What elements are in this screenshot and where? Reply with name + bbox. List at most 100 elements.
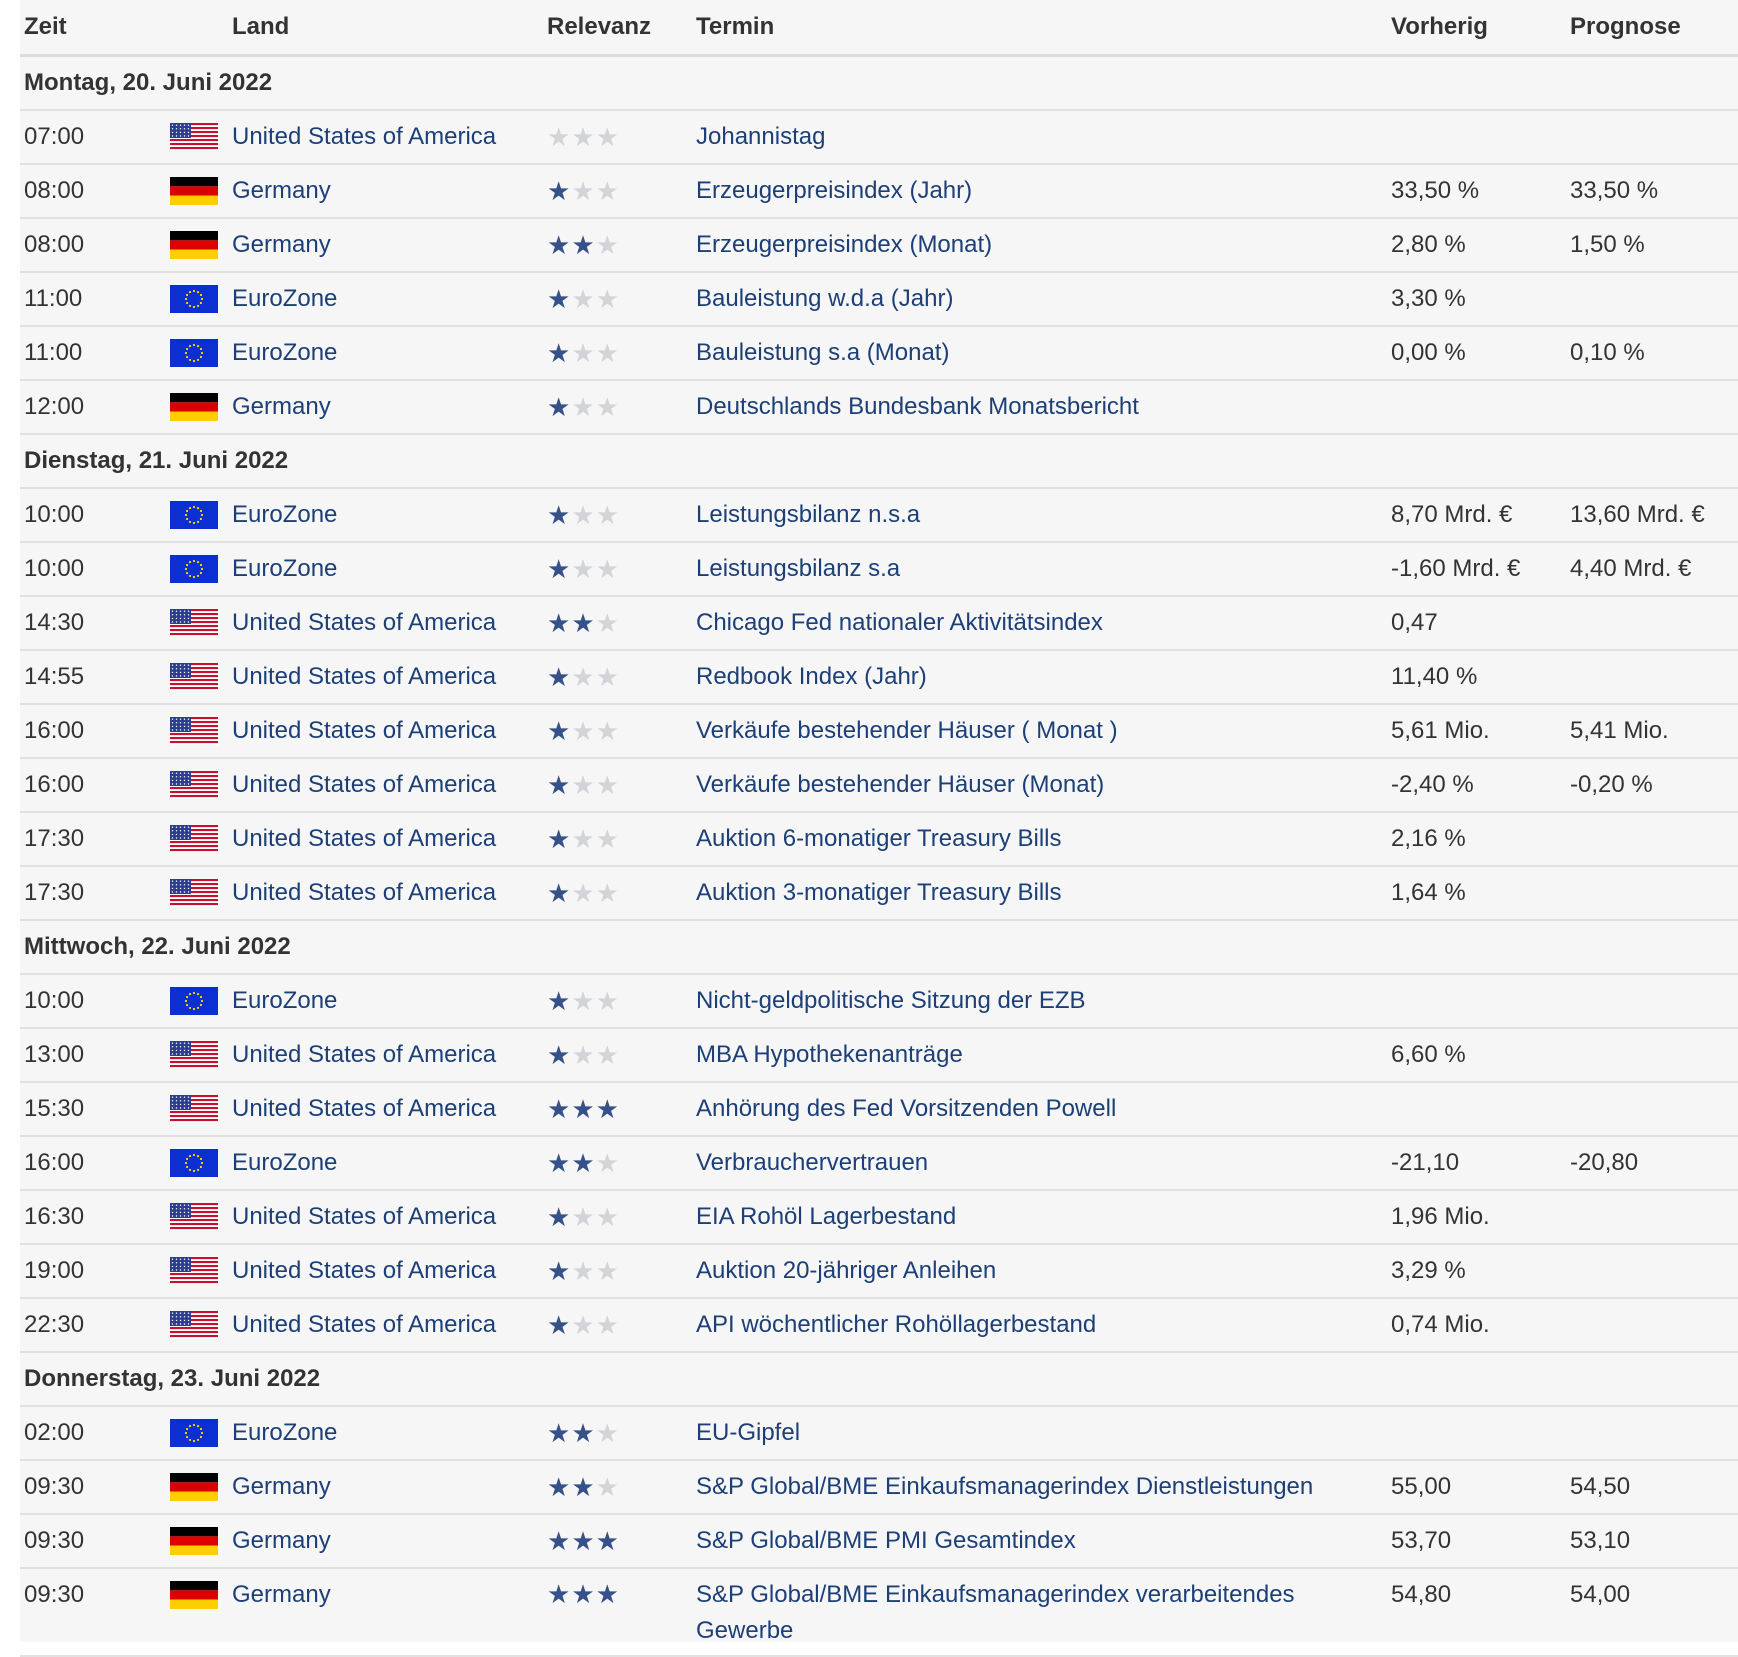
event-country[interactable]: EuroZone: [232, 555, 338, 582]
event-title[interactable]: Auktion 3-monatiger Treasury Bills: [696, 879, 1062, 906]
table-row[interactable]: 09:30 Germany ★ ★ ★ S&P Global/BME PMI Gesamt…: [20, 1515, 1738, 1569]
event-country[interactable]: United States of America: [232, 879, 497, 906]
event-country[interactable]: United States of America: [232, 1311, 497, 1338]
event-country[interactable]: United States of America: [232, 825, 497, 852]
event-title[interactable]: API wöchentlicher Rohöllagerbestand: [696, 1311, 1097, 1338]
event-country[interactable]: EuroZone: [232, 987, 338, 1014]
event-title[interactable]: Chicago Fed nationaler Aktivitätsindex: [696, 609, 1103, 636]
event-title[interactable]: Erzeugerpreisindex (Jahr): [696, 177, 973, 204]
event-previous: -21,10: [1391, 1149, 1460, 1176]
event-country[interactable]: EuroZone: [232, 1149, 338, 1176]
event-title[interactable]: Auktion 6-monatiger Treasury Bills: [696, 825, 1062, 852]
event-country[interactable]: United States of America: [232, 1095, 497, 1122]
event-title[interactable]: Leistungsbilanz n.s.a: [696, 501, 921, 528]
event-title[interactable]: Verkäufe bestehender Häuser ( Monat ): [696, 717, 1118, 744]
table-row[interactable]: 07:00 United States of America ★ ★ ★ Johannis…: [20, 111, 1738, 165]
event-title[interactable]: Verkäufe bestehender Häuser (Monat): [696, 771, 1105, 798]
event-country[interactable]: Germany: [232, 231, 331, 258]
table-row[interactable]: 16:00 EuroZone ★ ★ ★ Verbrauchervertrauen -21,…: [20, 1137, 1738, 1191]
table-row[interactable]: 11:00 EuroZone ★ ★ ★ Bauleistung s.a (Monat) 0…: [20, 327, 1738, 381]
event-country[interactable]: EuroZone: [232, 1419, 338, 1446]
star-icon: ★: [571, 1579, 595, 1609]
event-country[interactable]: EuroZone: [232, 501, 338, 528]
table-row[interactable]: 10:00 EuroZone ★ ★ ★ Leistungsbilanz s.a -1,60…: [20, 543, 1738, 597]
event-title[interactable]: EIA Rohöl Lagerbestand: [696, 1203, 957, 1230]
event-country[interactable]: United States of America: [232, 771, 497, 798]
event-title[interactable]: Erzeugerpreisindex (Monat): [696, 231, 993, 258]
event-title[interactable]: MBA Hypothekenanträge: [696, 1041, 963, 1068]
event-title[interactable]: Johannistag: [696, 123, 826, 150]
table-row[interactable]: 17:30 United States of America ★ ★ ★ Auktion …: [20, 867, 1738, 921]
table-row[interactable]: 12:00 Germany ★ ★ ★ Deutschlands Bundesbank M…: [20, 381, 1738, 435]
header-prognose[interactable]: Prognose: [1570, 13, 1681, 40]
star-icon: ★: [547, 122, 571, 152]
event-title[interactable]: Auktion 20-jähriger Anleihen: [696, 1257, 997, 1284]
event-country[interactable]: United States of America: [232, 123, 497, 150]
star-icon: ★: [547, 230, 571, 260]
event-country[interactable]: United States of America: [232, 1257, 497, 1284]
table-row[interactable]: 10:00 EuroZone ★ ★ ★ Leistungsbilanz n.s.a 8,7…: [20, 489, 1738, 543]
table-row[interactable]: 09:30 Germany ★ ★ ★ S&P Global/BME Einkaufsma…: [20, 1569, 1738, 1657]
table-row[interactable]: 02:00 EuroZone ★ ★ ★ EU-Gipfel: [20, 1407, 1738, 1461]
table-row[interactable]: 16:00 United States of America ★ ★ ★ Verkäufe…: [20, 705, 1738, 759]
event-time: 17:30: [24, 879, 85, 906]
relevance-stars: ★ ★ ★: [547, 340, 619, 366]
event-title[interactable]: Leistungsbilanz s.a: [696, 555, 901, 582]
event-country[interactable]: Germany: [232, 177, 331, 204]
event-title[interactable]: S&P Global/BME PMI Gesamtindex: [696, 1527, 1076, 1554]
table-row[interactable]: 14:55 United States of America ★ ★ ★ Redbook …: [20, 651, 1738, 705]
event-country[interactable]: Germany: [232, 1527, 331, 1554]
event-country[interactable]: Germany: [232, 1581, 331, 1608]
event-time: 16:00: [24, 771, 85, 798]
header-land[interactable]: Land: [232, 13, 290, 40]
event-country[interactable]: United States of America: [232, 663, 497, 690]
table-row[interactable]: 11:00 EuroZone ★ ★ ★ Bauleistung w.d.a (Jahr)…: [20, 273, 1738, 327]
table-row[interactable]: 22:30 United States of America ★ ★ ★ API wöch…: [20, 1299, 1738, 1353]
table-row[interactable]: 08:00 Germany ★ ★ ★ Erzeugerpreisindex (Jahr)…: [20, 165, 1738, 219]
event-country[interactable]: United States of America: [232, 1041, 497, 1068]
economic-calendar: Zeit Land Relevanz Termin Vorherig Progn…: [20, 0, 1738, 1657]
star-icon: ★: [547, 392, 571, 422]
event-country[interactable]: Germany: [232, 1473, 331, 1500]
event-title[interactable]: Deutschlands Bundesbank Monatsbericht: [696, 393, 1139, 420]
event-time: 12:00: [24, 393, 85, 420]
event-forecast: 53,10: [1570, 1527, 1631, 1554]
table-row[interactable]: 16:30 United States of America ★ ★ ★ EIA Rohö…: [20, 1191, 1738, 1245]
star-icon: ★: [595, 1418, 619, 1448]
event-title[interactable]: EU-Gipfel: [696, 1419, 801, 1446]
relevance-stars: ★ ★ ★: [547, 394, 619, 420]
header-vorherig[interactable]: Vorherig: [1391, 13, 1488, 40]
event-title[interactable]: Redbook Index (Jahr): [696, 663, 927, 690]
event-country[interactable]: United States of America: [232, 1203, 497, 1230]
table-row[interactable]: 17:30 United States of America ★ ★ ★ Auktion …: [20, 813, 1738, 867]
event-country[interactable]: Germany: [232, 393, 331, 420]
event-title[interactable]: Nicht-geldpolitische Sitzung der EZB: [696, 987, 1086, 1014]
event-title[interactable]: S&P Global/BME Einkaufsmanagerindex vera…: [696, 1581, 1295, 1644]
event-title[interactable]: Bauleistung w.d.a (Jahr): [696, 285, 954, 312]
table-row[interactable]: 16:00 United States of America ★ ★ ★ Verkäufe…: [20, 759, 1738, 813]
table-row[interactable]: 08:00 Germany ★ ★ ★ Erzeugerpreisindex (Monat…: [20, 219, 1738, 273]
event-country[interactable]: EuroZone: [232, 285, 338, 312]
star-icon: ★: [595, 662, 619, 692]
table-row[interactable]: 13:00 United States of America ★ ★ ★ MBA Hypo…: [20, 1029, 1738, 1083]
event-title[interactable]: Verbrauchervertrauen: [696, 1149, 929, 1176]
table-row[interactable]: 14:30 United States of America ★ ★ ★ Chicago …: [20, 597, 1738, 651]
event-title[interactable]: S&P Global/BME Einkaufsmanagerindex Dien…: [696, 1473, 1314, 1500]
event-time: 09:30: [24, 1527, 85, 1554]
relevance-stars: ★ ★ ★: [547, 1204, 619, 1230]
star-icon: ★: [547, 1418, 571, 1448]
event-relevance: ★ ★ ★: [547, 610, 696, 636]
event-country[interactable]: United States of America: [232, 609, 497, 636]
header-relevanz[interactable]: Relevanz: [547, 13, 652, 40]
event-title[interactable]: Bauleistung s.a (Monat): [696, 339, 950, 366]
table-row[interactable]: 10:00 EuroZone ★ ★ ★ Nicht-geldpolitische Sit…: [20, 975, 1738, 1029]
header-zeit[interactable]: Zeit: [24, 13, 67, 40]
event-country[interactable]: EuroZone: [232, 339, 338, 366]
event-country[interactable]: United States of America: [232, 717, 497, 744]
event-title[interactable]: Anhörung des Fed Vorsitzenden Powell: [696, 1095, 1117, 1122]
header-termin[interactable]: Termin: [696, 13, 775, 40]
event-forecast: 54,50: [1570, 1473, 1631, 1500]
table-row[interactable]: 15:30 United States of America ★ ★ ★ Anhörung…: [20, 1083, 1738, 1137]
table-row[interactable]: 09:30 Germany ★ ★ ★ S&P Global/BME Einkaufsma…: [20, 1461, 1738, 1515]
table-row[interactable]: 19:00 United States of America ★ ★ ★ Auktion …: [20, 1245, 1738, 1299]
